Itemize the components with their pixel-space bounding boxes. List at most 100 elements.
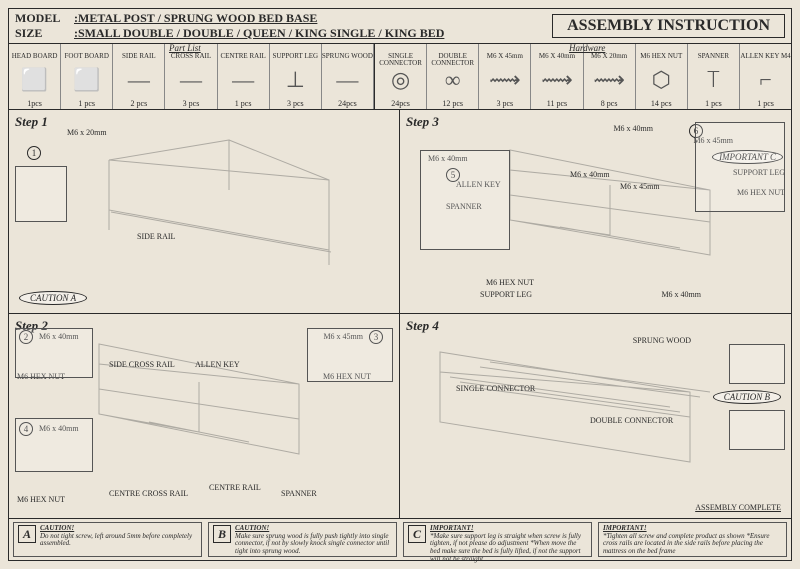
header-row: MODEL :METAL POST / SPRUNG WOOD BED BASE…	[9, 9, 791, 44]
part-icon: ⟿	[531, 61, 582, 99]
part-cell: SPANNER⟙1 pcs	[688, 44, 740, 109]
part-icon: ⟿	[584, 61, 635, 99]
part-icon: ⌐	[740, 61, 791, 99]
part-cell: M6 X 40mm⟿11 pcs	[531, 44, 583, 109]
footer-notes: A CAUTION! Do not tight screw, left arou…	[9, 518, 791, 560]
part-qty: 3 pcs	[497, 99, 514, 109]
detail-box-b-lower	[729, 410, 785, 450]
part-icon: ⬡	[636, 61, 687, 99]
part-icon: —	[165, 61, 216, 99]
part-name: ALLEN KEY M4	[740, 53, 790, 61]
note-a: A CAUTION! Do not tight screw, left arou…	[13, 522, 202, 557]
part-icon: ∞	[427, 61, 478, 99]
step3-b40b: M6 x 40mm	[613, 124, 653, 133]
step4-complete: ASSEMBLY COMPLETE	[695, 503, 781, 512]
step-2: Step 2 2 3 4 M6 x 40mm M6 x 45mm M6 x 40…	[9, 314, 400, 518]
part-cell: SIDE RAIL—2 pcs	[113, 44, 165, 109]
part-cell: SUPPORT LEG⊥3 pcs	[270, 44, 322, 109]
detail-box-icon	[15, 166, 67, 222]
steps-grid: Step 1 1 M6 x 20mm SIDE RAIL CAUTION A S…	[9, 110, 791, 518]
part-name: M6 X 40mm	[539, 53, 575, 61]
part-name: SIDE RAIL	[122, 53, 156, 61]
part-qty: 1 pcs	[235, 99, 252, 109]
bed-frame-drawing	[69, 130, 369, 280]
step-1-marker-1: 1	[27, 146, 41, 160]
part-name: SPRUNG WOOD	[322, 53, 373, 61]
part-cell: SPRUNG WOOD—24pcs	[322, 44, 374, 109]
part-cell: M6 X 45mm⟿3 pcs	[479, 44, 531, 109]
model-label: MODEL	[15, 11, 71, 26]
bed-frame-drawing-2	[89, 334, 319, 484]
part-name: SINGLE CONNECTOR	[375, 53, 426, 61]
part-qty: 24pcs	[391, 99, 410, 109]
detail-box-4	[15, 418, 93, 472]
note-a-letter: A	[18, 525, 36, 543]
part-name: M6 X 45mm	[487, 53, 523, 61]
part-name: M6 HEX NUT	[640, 53, 682, 61]
header-meta: MODEL :METAL POST / SPRUNG WOOD BED BASE…	[15, 11, 552, 41]
part-list-label: Part List	[169, 43, 201, 53]
part-icon: ⟿	[479, 61, 530, 99]
page-title: ASSEMBLY INSTRUCTION	[552, 14, 785, 38]
bed-frame-drawing-3	[500, 140, 730, 280]
part-qty: 1 pcs	[757, 99, 774, 109]
part-name: FOOT BOARD	[65, 53, 109, 61]
part-cell: CROSS RAIL—3 pcs	[165, 44, 217, 109]
part-cell: M6 HEX NUT⬡14 pcs	[636, 44, 688, 109]
detail-box-5	[420, 150, 510, 250]
size-value: :SMALL DOUBLE / DOUBLE / QUEEN / KING SI…	[74, 26, 444, 40]
part-icon: ⬜	[61, 61, 112, 99]
note-c-letter: C	[408, 525, 426, 543]
parts-list: Part List Hardware HEAD BOARD⬜1pcsFOOT B…	[9, 44, 791, 110]
part-qty: 8 pcs	[601, 99, 618, 109]
part-qty: 1 pcs	[705, 99, 722, 109]
note-c-text: *Make sure support leg is straight when …	[430, 532, 581, 563]
part-name: SPANNER	[698, 53, 729, 61]
part-qty: 1 pcs	[78, 99, 95, 109]
part-name: CENTRE RAIL	[220, 53, 265, 61]
step4-caution: CAUTION B	[713, 390, 781, 404]
note-d: IMPORTANT! *Tighten all screw and comple…	[598, 522, 787, 557]
detail-box-3	[307, 328, 393, 382]
step2-centrerail: CENTRE RAIL	[209, 483, 261, 492]
note-b-letter: B	[213, 525, 231, 543]
note-b-text: Make sure sprung wood is fully push tigh…	[235, 532, 389, 555]
step2-centrecross: CENTRE CROSS RAIL	[109, 489, 188, 498]
part-cell: FOOT BOARD⬜1 pcs	[61, 44, 113, 109]
part-cell: HEAD BOARD⬜1pcs	[9, 44, 61, 109]
part-qty: 3 pcs	[183, 99, 200, 109]
part-icon: ⬜	[9, 61, 60, 99]
part-icon: ⊥	[270, 61, 321, 99]
part-cell: M6 X 20mm⟿8 pcs	[584, 44, 636, 109]
part-name: CROSS RAIL	[171, 53, 211, 61]
step2-spanner: SPANNER	[281, 489, 317, 498]
part-icon: —	[218, 61, 269, 99]
part-qty: 2 pcs	[131, 99, 148, 109]
step-1: Step 1 1 M6 x 20mm SIDE RAIL CAUTION A	[9, 110, 400, 314]
step-3: Step 3 5 6 M6 x 40mm M6 x 40mm M6 x 45mm…	[400, 110, 791, 314]
part-qty: 1pcs	[27, 99, 42, 109]
part-icon: —	[322, 61, 373, 99]
instruction-sheet: MODEL :METAL POST / SPRUNG WOOD BED BASE…	[8, 8, 792, 561]
part-cell: SINGLE CONNECTOR◎24pcs	[374, 44, 427, 109]
part-icon: —	[113, 61, 164, 99]
part-cell: ALLEN KEY M4⌐1 pcs	[740, 44, 791, 109]
part-name: SUPPORT LEG	[273, 53, 319, 61]
note-c: C IMPORTANT! *Make sure support leg is s…	[403, 522, 592, 557]
part-icon: ◎	[375, 61, 426, 99]
model-value: :METAL POST / SPRUNG WOOD BED BASE	[74, 11, 317, 25]
part-qty: 24pcs	[338, 99, 357, 109]
step3-support-b: SUPPORT LEG	[480, 290, 532, 299]
part-name: HEAD BOARD	[12, 53, 58, 61]
part-icon: ⟙	[688, 61, 739, 99]
part-qty: 14 pcs	[651, 99, 672, 109]
hardware-label: Hardware	[569, 43, 605, 53]
detail-box-b-upper	[729, 344, 785, 384]
detail-box-2	[15, 328, 93, 378]
step-4: Step 4 SPRUNG WOOD SINGLE CONNECTOR DOUB…	[400, 314, 791, 518]
part-qty: 11 pcs	[547, 99, 567, 109]
note-d-text: *Tighten all screw and complete product …	[603, 532, 769, 555]
note-b: B CAUTION! Make sure sprung wood is full…	[208, 522, 397, 557]
bed-frame-drawing-4	[430, 332, 720, 482]
part-cell: DOUBLE CONNECTOR∞12 pcs	[427, 44, 479, 109]
